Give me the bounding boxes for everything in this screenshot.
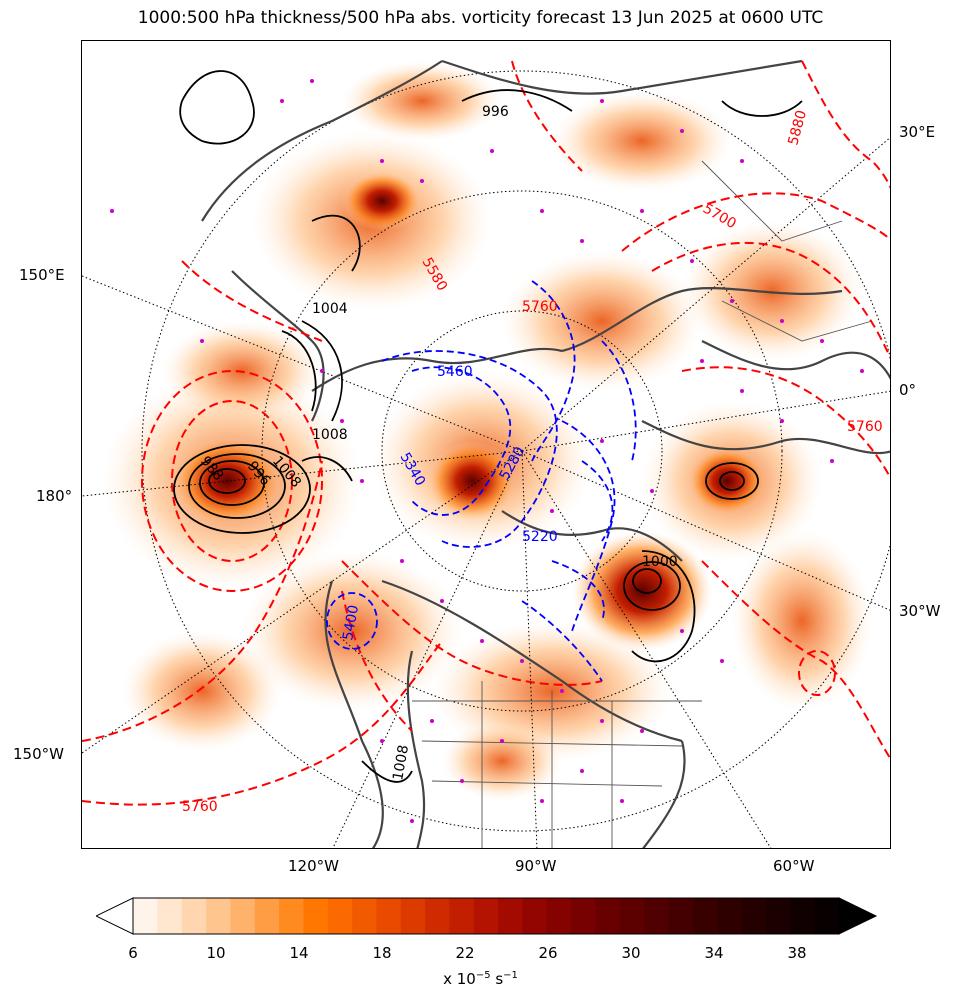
colorbar-label-exponent: −5 xyxy=(475,970,491,981)
thickness-label: 5220 xyxy=(522,529,558,545)
colorbar-cell xyxy=(279,898,305,934)
colorbar-under-arrow xyxy=(94,897,134,935)
lon-label-90W: 90°W xyxy=(515,857,557,875)
station-markers xyxy=(110,79,864,823)
colorbar-cell xyxy=(425,898,451,934)
thickness-label: 5760 xyxy=(522,299,558,315)
colorbar-over-arrow xyxy=(838,897,878,935)
lon-label-0: 0° xyxy=(899,381,917,399)
pressure-label: 1008 xyxy=(312,427,348,443)
pressure-label: 1008 xyxy=(390,744,412,782)
colorbar-cell xyxy=(498,898,524,934)
colorbar-cell xyxy=(449,898,475,934)
vorticity-shading xyxy=(102,61,872,801)
colorbar-tick: 30 xyxy=(621,944,641,962)
colorbar-tick: 6 xyxy=(128,944,138,962)
colorbar-label-prefix: x 10 xyxy=(443,970,476,988)
colorbar-cell xyxy=(473,898,499,934)
lon-label-60W: 60°W xyxy=(773,857,815,875)
colorbar-cell xyxy=(571,898,597,934)
lon-label-180: 180° xyxy=(36,487,73,505)
colorbar-cell xyxy=(595,898,621,934)
colorbar-cell xyxy=(619,898,645,934)
colorbar-cell xyxy=(546,898,572,934)
thickness-label: 5400 xyxy=(340,604,362,642)
lon-label-150W: 150°W xyxy=(13,745,64,763)
vorticity-map: 5880 5700 5760 5760 5580 5760 5340 5280 … xyxy=(82,59,890,848)
colorbar-cell xyxy=(181,898,207,934)
lon-label-150E: 150°E xyxy=(19,266,65,284)
colorbar-label-unit-exponent: −1 xyxy=(503,970,518,981)
lon-label-30W: 30°W xyxy=(899,602,941,620)
colorbar-cell xyxy=(133,898,158,934)
colorbar-cell xyxy=(230,898,256,934)
colorbar-cell xyxy=(206,898,231,934)
colorbar-cell xyxy=(522,898,548,934)
pressure-label: 1000 xyxy=(642,554,678,570)
colorbar-tick: 38 xyxy=(787,944,807,962)
colorbar-cell xyxy=(157,898,183,934)
colorbar-cell xyxy=(668,898,694,934)
colorbar-tick: 10 xyxy=(206,944,226,962)
lon-label-120W: 120°W xyxy=(288,857,339,875)
colorbar-cell xyxy=(352,898,378,934)
map-title: 1000:500 hPa thickness/500 hPa abs. vort… xyxy=(137,8,824,28)
thickness-contours-warm xyxy=(82,60,890,806)
colorbar-label: x 10−5 s−1 xyxy=(0,970,961,988)
colorbar-tick: 22 xyxy=(455,944,475,962)
colorbar-cell xyxy=(692,898,718,934)
colorbar-cell xyxy=(376,898,402,934)
colorbar-swatches xyxy=(94,897,878,935)
thickness-label: 5880 xyxy=(785,108,810,147)
colorbar-tick: 34 xyxy=(704,944,724,962)
colorbar-tick: 26 xyxy=(538,944,558,962)
colorbar-cell xyxy=(741,898,767,934)
colorbar-label-unit: s xyxy=(495,970,504,988)
thickness-label: 5460 xyxy=(437,364,473,380)
pressure-contours xyxy=(173,70,803,783)
colorbar-cell xyxy=(400,898,426,934)
colorbar-cell xyxy=(254,898,280,934)
map-panel[interactable]: 5880 5700 5760 5760 5580 5760 5340 5280 … xyxy=(81,40,891,849)
colorbar-cell xyxy=(814,898,840,934)
lon-label-30E: 30°E xyxy=(899,123,936,141)
colorbar xyxy=(94,897,878,941)
colorbar-tick: 14 xyxy=(289,944,309,962)
thickness-label: 5700 xyxy=(700,201,739,233)
colorbar-cell xyxy=(303,898,329,934)
colorbar-cell xyxy=(717,898,743,934)
colorbar-cell xyxy=(644,898,670,934)
pressure-label: 1004 xyxy=(312,301,348,317)
political-borders xyxy=(412,160,873,848)
thickness-label: 5760 xyxy=(847,419,883,435)
graticule xyxy=(82,70,890,848)
colorbar-cell xyxy=(765,898,791,934)
thickness-label: 5760 xyxy=(182,799,218,815)
pressure-label: 996 xyxy=(482,104,509,120)
colorbar-cell xyxy=(790,898,816,934)
colorbar-tick: 18 xyxy=(372,944,392,962)
colorbar-cell xyxy=(327,898,353,934)
thickness-contours-cold xyxy=(326,280,637,682)
